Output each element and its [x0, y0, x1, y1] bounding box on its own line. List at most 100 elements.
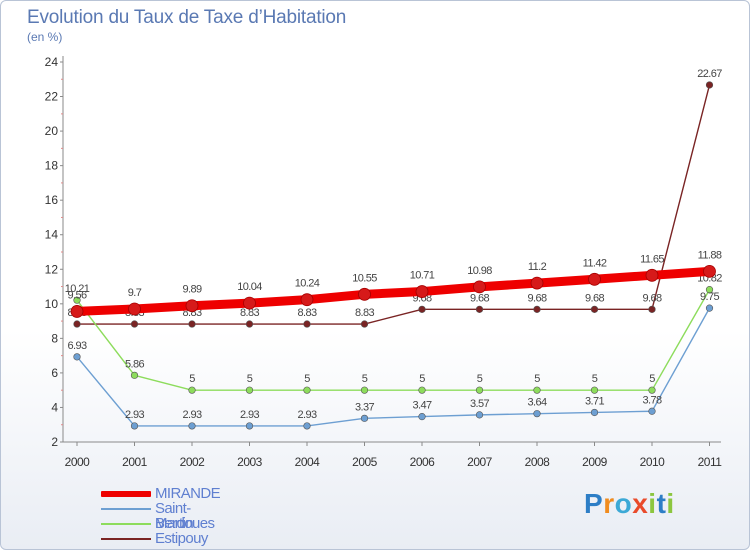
data-point-mirande: [645, 268, 659, 282]
data-label-mirande: 9.7: [128, 287, 142, 299]
x-tick-label: 2005: [352, 455, 378, 469]
data-label-berdoues: 5: [477, 373, 483, 385]
y-tick-label: 16: [45, 193, 59, 207]
data-label-saint-martin: 3.47: [412, 400, 431, 412]
data-label-berdoues: 5: [362, 373, 368, 385]
logo-letter: o: [614, 488, 633, 519]
data-label-mirande: 10.04: [237, 281, 262, 293]
data-label-berdoues: 5: [189, 373, 195, 385]
data-point-saint-martin: [303, 422, 311, 430]
data-label-estipouy: 22.67: [697, 68, 722, 80]
data-point-estipouy: [245, 320, 254, 328]
logo-letter: i: [648, 488, 657, 519]
legend-swatch-berdoues: [101, 523, 151, 525]
logo-letter: x: [632, 488, 649, 519]
data-point-berdoues: [648, 386, 656, 394]
chart-subtitle: (en %): [27, 30, 63, 44]
y-tick-label: 8: [51, 331, 58, 345]
data-label-saint-martin: 3.64: [527, 397, 546, 409]
data-label-estipouy: 8.83: [240, 307, 259, 319]
x-tick-label: 2002: [180, 455, 206, 469]
legend-label-berdoues: Berdoues: [155, 515, 215, 532]
data-point-mirande: [530, 276, 544, 290]
data-label-berdoues: 5.86: [125, 358, 144, 370]
legend-swatch-saint-martin: [101, 508, 151, 510]
data-point-mirande: [703, 264, 716, 278]
y-tick-label: 18: [45, 159, 59, 173]
data-point-saint-martin: [418, 413, 426, 421]
y-tick-label: 6: [51, 366, 58, 380]
data-label-mirande: 11.65: [640, 253, 664, 265]
data-label-saint-martin: 3.78: [642, 394, 661, 406]
x-tick-label: 2000: [65, 455, 91, 469]
data-point-berdoues: [475, 386, 484, 394]
logo-letter: i: [666, 488, 675, 519]
data-label-mirande: 11.88: [698, 249, 722, 261]
y-tick-label: 24: [45, 55, 59, 69]
x-tick-label: 2001: [122, 455, 148, 469]
data-point-estipouy: [705, 81, 714, 89]
y-tick-label: 4: [51, 400, 58, 414]
y-tick-label: 12: [45, 262, 59, 276]
data-point-mirande: [415, 285, 429, 298]
data-label-estipouy: 8.83: [297, 307, 316, 319]
series-line-saint-martin: [76, 307, 711, 427]
data-point-estipouy: [648, 305, 656, 313]
data-label-mirande: 10.24: [295, 278, 320, 290]
data-label-mirande: 10.98: [467, 265, 492, 277]
data-point-mirande: [300, 293, 314, 307]
data-point-mirande: [358, 287, 371, 301]
data-point-saint-martin: [533, 410, 541, 418]
data-point-saint-martin: [705, 304, 714, 312]
y-tick-label: 22: [45, 90, 59, 104]
data-point-estipouy: [130, 320, 139, 328]
data-label-saint-martin: 2.93: [182, 409, 201, 421]
x-tick-label: 2004: [295, 455, 321, 469]
data-label-saint-martin: 9.75: [700, 291, 719, 303]
data-point-saint-martin: [648, 407, 656, 415]
data-point-saint-martin: [360, 414, 369, 422]
data-label-berdoues: 10.21: [65, 283, 90, 295]
x-tick-label: 2008: [525, 455, 551, 469]
data-label-estipouy: 9.68: [642, 292, 661, 304]
data-point-mirande: [128, 302, 141, 316]
data-label-mirande: 9.56: [67, 289, 86, 301]
data-label-saint-martin: 2.93: [240, 409, 259, 421]
data-point-berdoues: [73, 296, 81, 304]
data-label-estipouy: 9.68: [527, 292, 546, 304]
x-tick-label: 2009: [582, 455, 608, 469]
data-point-mirande: [243, 296, 256, 310]
y-tick-label: 10: [45, 297, 59, 311]
data-point-saint-martin: [475, 411, 484, 419]
data-point-saint-martin: [73, 353, 81, 361]
data-point-estipouy: [590, 305, 599, 313]
data-label-saint-martin: 6.93: [67, 340, 86, 352]
y-tick-label: 2: [51, 435, 58, 449]
data-point-berdoues: [590, 386, 599, 394]
y-tick-label: 20: [45, 124, 59, 138]
chart-title: Evolution du Taux de Taxe d’Habitation: [27, 7, 347, 28]
legend-swatch-estipouy: [101, 538, 151, 540]
data-point-mirande: [185, 299, 199, 313]
data-point-saint-martin: [245, 422, 254, 430]
data-label-mirande: 10.55: [352, 272, 377, 284]
data-label-estipouy: 8.83: [355, 307, 374, 319]
logo-letter: r: [603, 488, 615, 519]
proxiti-logo: Proxiti: [584, 488, 675, 520]
data-point-estipouy: [418, 305, 426, 313]
data-label-estipouy: 9.68: [585, 292, 604, 304]
data-label-saint-martin: 2.93: [125, 409, 144, 421]
data-label-berdoues: 5: [419, 373, 425, 385]
data-label-berdoues: 5: [534, 373, 540, 385]
legend-label-estipouy: Estipouy: [155, 530, 208, 547]
series-line-mirande: [72, 266, 714, 316]
data-point-saint-martin: [130, 422, 139, 430]
data-label-mirande: 9.89: [182, 284, 201, 296]
data-label-berdoues: 5: [304, 373, 310, 385]
x-tick-label: 2010: [640, 455, 666, 469]
data-label-mirande: 11.42: [583, 257, 607, 269]
logo-letter: t: [656, 488, 667, 519]
data-point-estipouy: [303, 320, 311, 328]
data-point-mirande: [473, 280, 486, 294]
